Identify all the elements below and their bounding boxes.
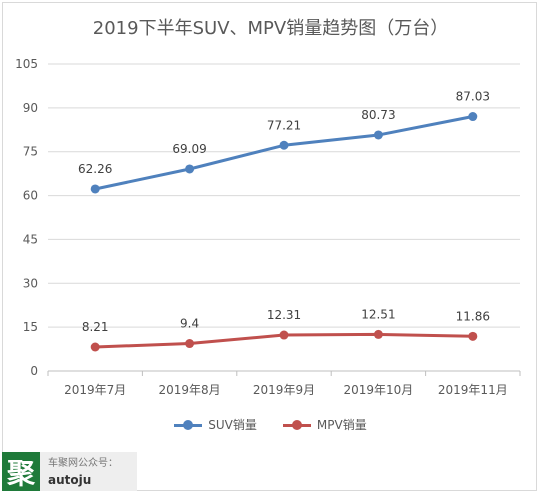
x-tick-label: 2019年8月 — [159, 383, 221, 397]
data-label: 12.31 — [267, 308, 301, 322]
data-label: 9.4 — [180, 317, 199, 331]
legend-item-suv: SUV销量 — [174, 416, 257, 433]
data-point — [185, 164, 195, 174]
legend: SUV销量 MPV销量 — [0, 416, 541, 433]
data-point — [373, 329, 383, 339]
data-point — [279, 330, 289, 340]
watermark-text: 车聚网公众号： autoju — [48, 456, 118, 488]
watermark-line2: autoju — [48, 472, 92, 487]
data-point — [468, 112, 478, 122]
legend-swatch-suv — [174, 419, 203, 430]
x-tick-label: 2019年9月 — [253, 383, 315, 397]
data-point — [373, 130, 383, 140]
data-label: 69.09 — [172, 142, 206, 156]
data-point — [90, 342, 100, 352]
legend-item-mpv: MPV销量 — [282, 416, 367, 433]
y-tick-label: 75 — [23, 145, 38, 159]
data-point — [279, 140, 289, 150]
data-label: 62.26 — [78, 162, 112, 176]
x-tick-label: 2019年11月 — [438, 383, 508, 397]
x-tick-label: 2019年10月 — [343, 383, 413, 397]
data-label: 80.73 — [361, 108, 395, 122]
data-point — [185, 339, 195, 349]
data-point — [90, 184, 100, 194]
y-tick-label: 0 — [30, 364, 38, 378]
watermark: 聚 车聚网公众号： autoju — [2, 452, 137, 491]
data-label: 12.51 — [361, 307, 395, 321]
legend-label-suv: SUV销量 — [208, 418, 257, 432]
watermark-line1: 车聚网公众号： — [48, 457, 118, 469]
x-tick-label: 2019年7月 — [64, 383, 126, 397]
y-tick-label: 90 — [23, 101, 38, 115]
data-label: 11.86 — [456, 309, 490, 323]
y-tick-label: 45 — [23, 232, 38, 246]
y-tick-label: 60 — [23, 189, 38, 203]
data-label: 87.03 — [456, 90, 490, 104]
data-label: 8.21 — [82, 320, 109, 334]
y-tick-label: 30 — [23, 276, 38, 290]
y-tick-label: 105 — [15, 57, 38, 71]
chart-frame — [2, 2, 537, 491]
data-label: 77.21 — [267, 118, 301, 132]
legend-swatch-mpv — [282, 419, 311, 430]
watermark-logo: 聚 — [2, 452, 40, 491]
y-tick-label: 15 — [23, 320, 38, 334]
data-point — [468, 331, 478, 341]
legend-label-mpv: MPV销量 — [316, 418, 367, 432]
chart-title: 2019下半年SUV、MPV销量趋势图（万台） — [92, 18, 449, 39]
